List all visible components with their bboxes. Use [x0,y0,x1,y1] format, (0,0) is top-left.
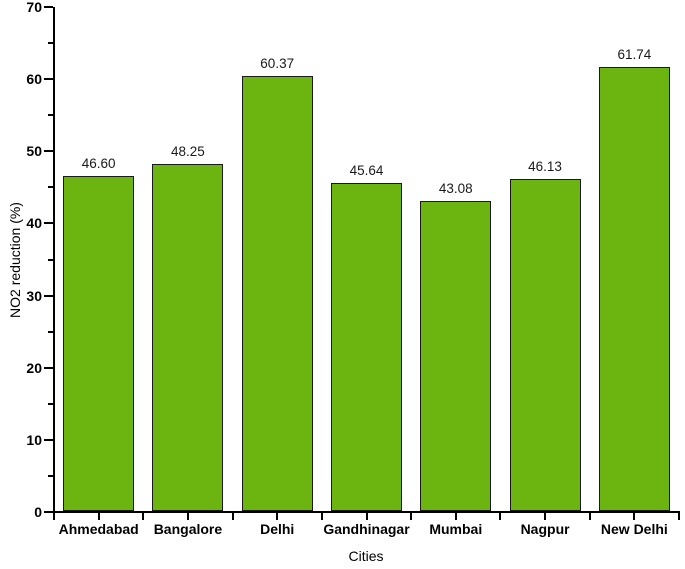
bar-value-label: 45.64 [349,162,384,178]
y-tick-label: 0 [34,504,42,520]
y-minor-tick [48,186,53,189]
x-category-label: Nagpur [520,521,570,537]
bar [509,179,581,511]
bar-value-label: 60.37 [260,56,295,72]
x-axis-title: Cities [348,548,384,564]
y-major-tick [44,366,53,369]
y-minor-tick [48,258,53,261]
y-major-tick [44,222,53,225]
y-tick-label: 20 [26,359,42,376]
y-major-tick [44,150,53,153]
x-tick [454,513,457,520]
bar [420,201,492,511]
x-tick [678,513,680,520]
x-category-label: Mumbai [429,521,483,537]
y-minor-tick [48,330,53,333]
x-axis-line [53,511,680,513]
bar-value-label: 46.13 [528,159,562,175]
y-major-tick [44,438,53,441]
x-category-label: Ahmedabad [58,521,139,537]
x-category-label: Gandhinagar [323,521,410,537]
y-major-tick [44,6,53,8]
x-category-label: Delhi [260,521,295,537]
x-tick [544,513,547,520]
y-tick-label: 50 [26,143,42,160]
x-category-label: Bangalore [153,521,223,537]
bar-value-label: 48.25 [171,143,205,159]
x-tick [186,513,189,520]
y-minor-tick [48,114,53,117]
bar-value-label: 46.60 [81,155,116,171]
y-axis-title: NO2 reduction (%) [7,202,23,318]
y-tick-label: 40 [26,215,42,232]
x-tick [142,513,145,520]
y-tick-label: 70 [26,0,42,15]
bar-value-label: 43.08 [438,181,473,197]
y-minor-tick [48,402,53,405]
y-tick-label: 10 [26,431,42,448]
y-major-tick [44,78,53,81]
bar [331,182,402,511]
x-tick [231,513,234,520]
y-major-tick [44,294,53,297]
y-minor-tick [48,474,53,477]
x-tick [499,513,502,520]
bar-value-label: 61.74 [617,46,652,62]
y-axis-line [53,7,55,513]
x-tick [320,513,323,520]
x-category-label: New Delhi [600,521,668,537]
y-tick-label: 30 [26,287,42,304]
y-tick-label: 60 [26,71,42,88]
bar [63,175,135,511]
x-tick [588,513,591,520]
x-tick [53,513,55,520]
x-tick [633,513,636,520]
x-tick [276,513,279,520]
bar [152,163,224,511]
bar [598,66,670,511]
x-tick [365,513,368,520]
x-tick [97,513,100,520]
y-major-tick [44,511,53,513]
y-minor-tick [48,42,53,45]
x-tick [410,513,413,520]
bar [241,76,313,511]
